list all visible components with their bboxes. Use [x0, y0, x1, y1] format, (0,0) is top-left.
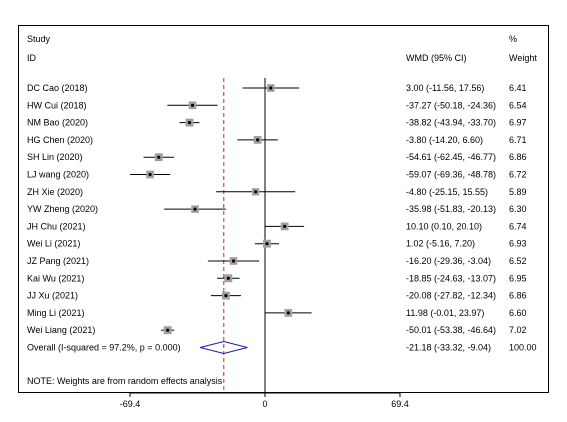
overall-label: Overall (I-squared = 97.2%, p = 0.000) [27, 343, 181, 353]
weight-text: 5.89 [509, 187, 527, 197]
ci-text: 3.00 (-11.56, 17.56) [406, 83, 484, 93]
weight-text: 6.72 [509, 170, 527, 180]
point-estimate [157, 155, 161, 159]
weight-text: 6.74 [509, 221, 527, 231]
overall-diamond [200, 340, 248, 355]
study-rows: DC Cao (2018) 3.00 (-11.56, 17.56) 6.41 HW … [27, 78, 537, 393]
point-estimate [254, 190, 258, 194]
study-label: JJ Xu (2021) [27, 291, 78, 301]
ci-text: -16.20 (-29.36, -3.04) [406, 256, 491, 266]
weight-text: 6.71 [509, 135, 527, 145]
x-tick-label: 69.4 [391, 399, 409, 409]
weight-text: 6.97 [509, 118, 527, 128]
header-study: Study [27, 34, 51, 44]
point-estimate [231, 259, 236, 263]
header-effect: WMD (95% CI) [406, 53, 467, 63]
point-estimate [269, 86, 273, 90]
x-tick-label: -69.4 [120, 399, 141, 409]
weight-text: 6.60 [509, 308, 527, 318]
ci-text: 1.02 (-5.16, 7.20) [406, 239, 475, 249]
x-tick-label: 0 [262, 399, 267, 409]
ci-text: -35.98 (-51.83, -20.13) [406, 204, 496, 214]
study-label: LJ wang (2020) [27, 170, 89, 180]
ci-text: -4.80 (-25.15, 15.55) [406, 187, 488, 197]
study-label: HW Cui (2018) [27, 100, 87, 110]
ci-text: 10.10 (0.10, 20.10) [406, 221, 482, 231]
study-label: SH Lin (2020) [27, 152, 83, 162]
ci-text: -37.27 (-50.18, -24.36) [406, 100, 496, 110]
ci-text: -20.08 (-27.82, -12.34) [406, 291, 496, 301]
weight-text: 6.52 [509, 256, 527, 266]
weight-text: 6.41 [509, 83, 527, 93]
ci-text: 11.98 (-0.01, 23.97) [406, 308, 484, 318]
point-estimate [166, 328, 170, 332]
point-estimate [226, 276, 230, 280]
overall-ci-text: -21.18 (-33.32, -9.04) [406, 343, 491, 353]
point-estimate [148, 172, 152, 177]
point-estimate [256, 138, 260, 142]
weight-text: 6.86 [509, 291, 527, 301]
weight-text: 7.02 [509, 325, 527, 335]
point-estimate [286, 311, 290, 315]
study-label: ZH Xie (2020) [27, 187, 83, 197]
point-estimate [283, 224, 287, 228]
weight-text: 6.93 [509, 239, 527, 249]
study-label: Kai Wu (2021) [27, 273, 84, 283]
header-id: ID [27, 53, 37, 63]
ci-text: -3.80 (-14.20, 6.60) [406, 135, 483, 145]
point-estimate [265, 242, 269, 246]
study-label: Ming Li (2021) [27, 308, 85, 318]
study-label: JZ Pang (2021) [27, 256, 89, 266]
overall-weight-text: 100.00 [509, 343, 537, 353]
study-label: Wei Li (2021) [27, 239, 80, 249]
study-label: YW Zheng (2020) [27, 204, 98, 214]
weight-text: 6.86 [509, 152, 527, 162]
note-text: NOTE: Weights are from random effects an… [27, 376, 223, 386]
point-estimate [187, 121, 192, 125]
study-label: NM Bao (2020) [27, 118, 88, 128]
weight-text: 6.54 [509, 100, 527, 110]
weight-text: 6.30 [509, 204, 527, 214]
point-estimate [193, 207, 197, 211]
ci-text: -50.01 (-53.38, -46.64) [406, 325, 496, 335]
study-label: HG Chen (2020) [27, 135, 93, 145]
study-label: Wei Liang (2021) [27, 325, 95, 335]
study-label: JH Chu (2021) [27, 221, 86, 231]
point-estimate [190, 103, 195, 107]
header-weight: Weight [509, 53, 537, 63]
study-label: DC Cao (2018) [27, 83, 88, 93]
point-estimate [224, 294, 228, 298]
header-percent: % [509, 34, 517, 44]
x-axis: -69.4 0 69.4 [120, 392, 409, 409]
weight-text: 6.95 [509, 273, 527, 283]
ci-text: -18.85 (-24.63, -13.07) [406, 273, 496, 283]
ci-text: -59.07 (-69.36, -48.78) [406, 170, 496, 180]
ci-text: -38.82 (-43.94, -33.70) [406, 118, 496, 128]
ci-text: -54.61 (-62.45, -46.77) [406, 152, 496, 162]
